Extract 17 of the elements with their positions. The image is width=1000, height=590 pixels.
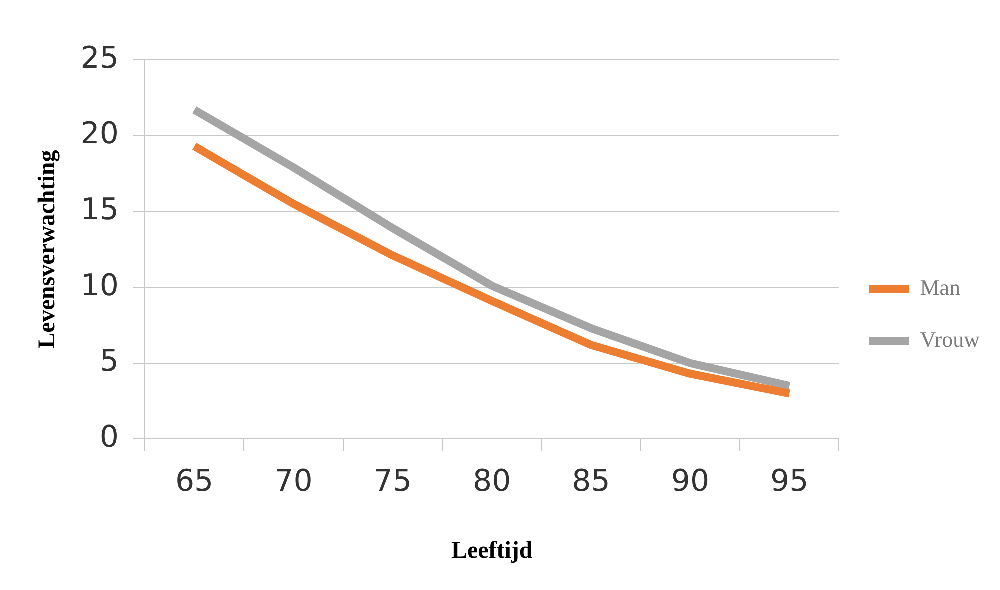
x-axis-title: Leeftijd <box>451 538 534 564</box>
x-tick-label: 85 <box>572 464 610 499</box>
y-tick-label: 10 <box>80 268 119 304</box>
legend-label: Vrouw <box>920 326 980 352</box>
y-tick-label: 5 <box>100 344 119 380</box>
y-axis-title: Levensverwachting <box>34 150 61 349</box>
x-tick-label: 80 <box>473 464 512 499</box>
x-tick-label: 90 <box>671 464 710 499</box>
x-tick-label: 95 <box>770 464 809 499</box>
y-tick-label: 20 <box>80 116 119 152</box>
legend-label: Man <box>920 274 961 300</box>
y-tick-label: 0 <box>100 420 119 455</box>
x-tick-label: 75 <box>374 464 412 499</box>
y-tick-label: 25 <box>80 40 119 76</box>
x-tick-label: 65 <box>175 464 214 499</box>
y-tick-label: 15 <box>80 192 119 228</box>
x-tick-label: 70 <box>274 464 313 499</box>
